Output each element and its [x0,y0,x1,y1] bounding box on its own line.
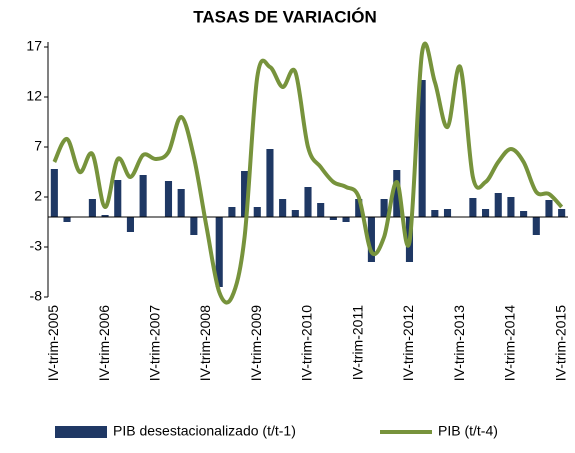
bar [266,149,273,217]
bar [482,209,489,217]
bar [533,217,540,235]
bar [165,181,172,217]
bar [444,209,451,217]
bar [114,180,121,217]
y-tick-label: 12 [26,88,42,104]
x-tick-label: IV-trim-2011 [349,305,365,380]
y-tick-label: -3 [30,238,43,254]
y-tick-label: 17 [26,38,42,54]
bar [127,217,134,232]
bar [190,217,197,235]
legend-label: PIB desestacionalizado (t/t-1) [113,423,296,439]
x-tick-label: IV-trim-2007 [147,305,163,381]
bar [342,217,349,222]
y-tick-label: 2 [34,188,42,204]
bar [254,207,261,217]
bar [304,187,311,217]
bar [89,199,96,217]
bar [178,189,185,217]
y-tick-label: -8 [30,288,43,304]
chart-title: TASAS DE VARIACIÓN [193,7,377,26]
x-tick-label: IV-trim-2014 [502,305,518,381]
line [54,44,561,303]
bar [431,210,438,217]
x-tick-label: IV-trim-2010 [299,305,315,381]
bar [381,199,388,217]
bar [469,198,476,217]
bar [228,207,235,217]
bar [558,209,565,217]
bar [292,210,299,217]
x-tick-label: IV-trim-2006 [96,305,112,381]
bar [51,169,58,217]
bar [495,193,502,217]
x-tick-label: IV-trim-2005 [45,305,61,381]
x-tick-label: IV-trim-2008 [197,305,213,381]
x-tick-label: IV-trim-2015 [552,305,568,381]
bar [507,197,514,217]
bar [520,211,527,217]
bar [140,175,147,217]
x-tick-label: IV-trim-2013 [451,305,467,381]
bar [317,203,324,217]
legend-label: PIB (t/t-4) [438,423,498,439]
y-tick-label: 7 [34,138,42,154]
legend-swatch [55,426,107,438]
bar [63,217,70,222]
x-tick-label: IV-trim-2012 [400,305,416,381]
bar [545,200,552,217]
bar [279,199,286,217]
x-tick-label: IV-trim-2009 [248,305,264,381]
